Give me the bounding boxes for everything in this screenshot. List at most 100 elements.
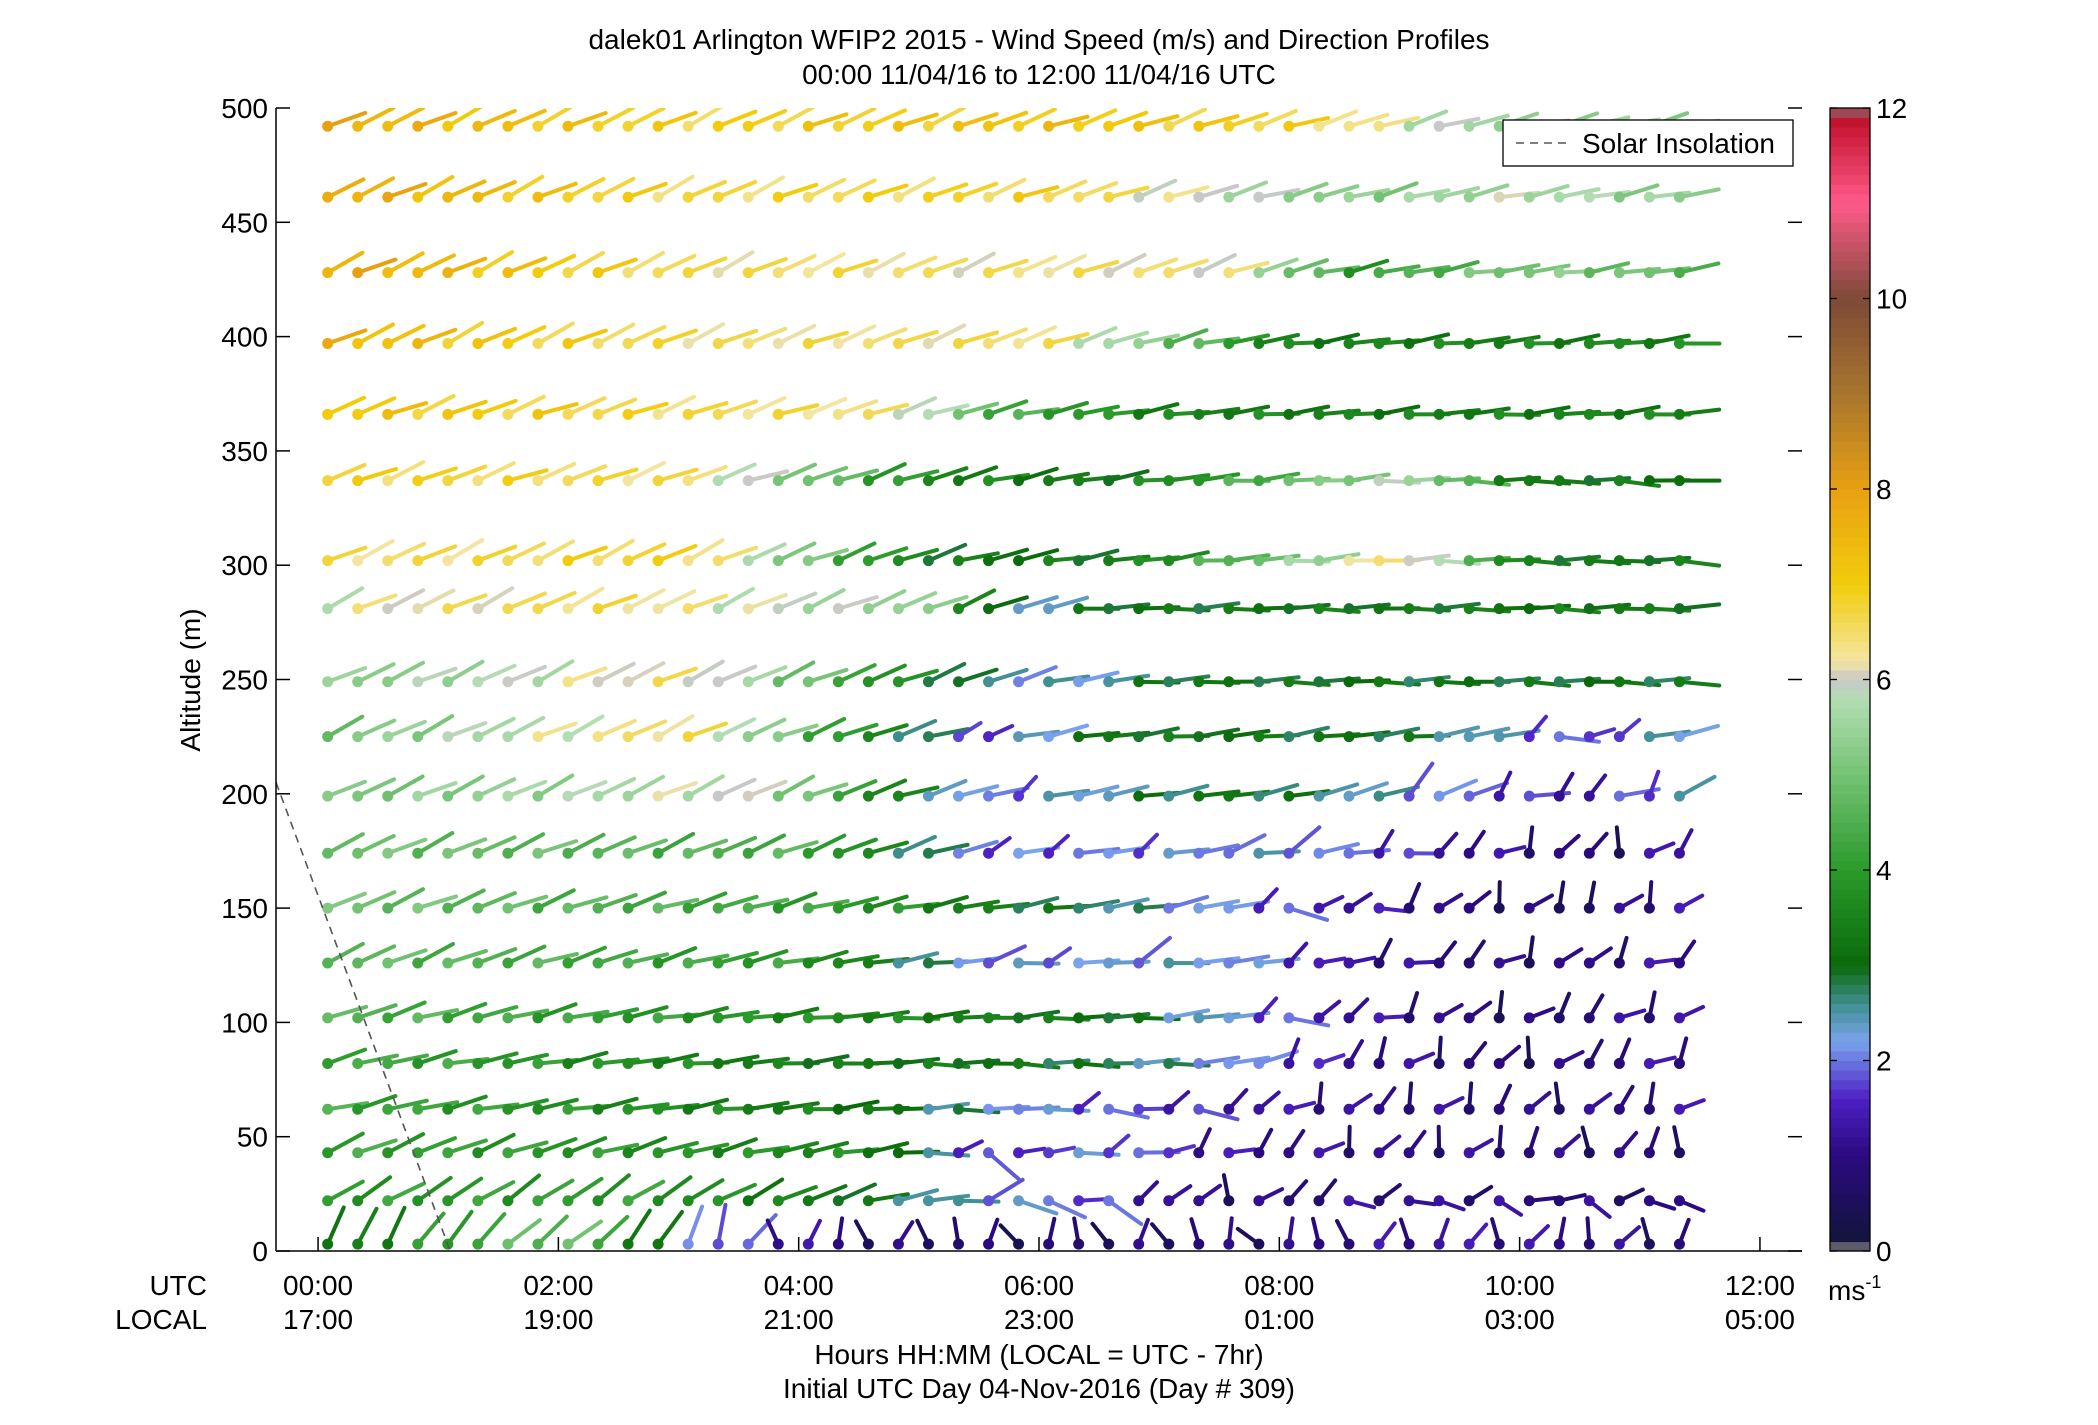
wind-barb-dot	[1013, 1238, 1025, 1250]
wind-barb-shaft	[385, 1098, 429, 1112]
wind-barb-dot	[862, 267, 874, 279]
colorbar-segment	[1830, 841, 1870, 852]
wind-barb-dot	[892, 267, 904, 279]
wind-barb-shaft	[355, 944, 397, 965]
colorbar-segment	[1830, 584, 1870, 595]
wind-barb-dot	[1163, 1058, 1175, 1070]
wind-barb-dot	[652, 1147, 664, 1159]
wind-barb-dot	[1103, 120, 1115, 132]
wind-barb-shaft	[746, 665, 788, 684]
wind-barb-dot	[1223, 676, 1235, 688]
colorbar-segment	[1830, 1241, 1870, 1252]
wind-barb-dot	[1043, 191, 1055, 203]
wind-barb-dot	[1133, 408, 1145, 420]
wind-barb-shaft	[415, 894, 459, 911]
wind-barb-shaft	[836, 595, 879, 611]
wind-barb-shaft	[355, 593, 398, 611]
wind-barb-shaft	[385, 181, 428, 200]
wind-barb-dot	[862, 1195, 874, 1207]
wind-barb-dot	[1463, 731, 1475, 743]
wind-barb-shaft	[866, 663, 907, 684]
wind-barb-shaft	[716, 1137, 758, 1155]
y-tick-label: 450	[221, 207, 268, 238]
wind-barb-dot	[1523, 267, 1535, 279]
wind-barb-shaft	[986, 595, 1029, 611]
wind-barb-dot	[1283, 267, 1295, 279]
wind-barb-dot	[622, 1012, 634, 1024]
wind-barb-dot	[622, 603, 634, 615]
wind-barb-shaft	[836, 1182, 877, 1203]
wind-barb-dot	[1313, 408, 1325, 420]
wind-barb-shaft	[1076, 404, 1120, 417]
wind-barb-dot	[712, 1147, 724, 1159]
wind-barb-shaft	[596, 835, 637, 856]
wind-barb-dot	[922, 957, 934, 969]
wind-barb-dot	[562, 475, 574, 487]
wind-barb-dot	[1283, 790, 1295, 802]
wind-barb-dot	[1253, 790, 1265, 802]
wind-barb-dot	[712, 902, 724, 914]
wind-barb-dot	[742, 1058, 754, 1070]
wind-barb-shaft	[475, 947, 518, 965]
wind-barb-dot	[1583, 1012, 1595, 1024]
wind-barb-shaft	[1076, 259, 1120, 275]
wind-barb-dot	[772, 1058, 784, 1070]
wind-barb-shaft	[926, 542, 968, 563]
wind-barb-shaft	[596, 397, 638, 417]
wind-barb-dot	[502, 902, 514, 914]
wind-barb-shaft	[656, 1052, 700, 1066]
colorbar-segment	[1830, 279, 1870, 290]
wind-barb-dot	[352, 1103, 364, 1115]
wind-barb-dot	[1583, 957, 1595, 969]
wind-barb-shaft	[746, 833, 787, 856]
wind-barb-dot	[922, 1147, 934, 1159]
wind-barb-dot	[1553, 1058, 1565, 1070]
wind-barb-shaft	[776, 182, 819, 200]
wind-barb-dot	[1403, 1103, 1415, 1115]
wind-barb-shaft	[325, 545, 368, 563]
colorbar-segment	[1830, 412, 1870, 423]
wind-barb-dot	[832, 603, 844, 615]
wind-barb-shaft	[505, 1140, 549, 1155]
wind-barb-dot	[412, 603, 424, 615]
wind-barb-dot	[1343, 1012, 1355, 1024]
wind-barb-shaft	[445, 1176, 484, 1203]
wind-barb-dot	[652, 475, 664, 487]
wind-barb-dot	[442, 191, 454, 203]
wind-barb-dot	[1553, 408, 1565, 420]
wind-barb-dot	[352, 408, 364, 420]
wind-barb-shaft	[505, 832, 546, 856]
wind-barb-shaft	[565, 396, 607, 417]
wind-barb-dot	[892, 408, 904, 420]
wind-barb-shaft	[1196, 114, 1240, 129]
wind-barb-dot	[502, 408, 514, 420]
colorbar-segment	[1830, 879, 1870, 890]
wind-barb-shaft	[1316, 109, 1359, 129]
wind-barb-dot	[1013, 408, 1025, 420]
wind-barb-dot	[442, 731, 454, 743]
wind-barb-shaft	[445, 721, 488, 739]
wind-barb-dot	[1103, 1012, 1115, 1024]
wind-barb-dot	[442, 120, 454, 132]
wind-barb-dot	[1373, 957, 1385, 969]
wind-barb-dot	[412, 847, 424, 859]
wind-barb-dot	[892, 120, 904, 132]
wind-barb-shaft	[1286, 404, 1331, 417]
wind-barb-dot	[1253, 1238, 1265, 1250]
wind-barb-shaft	[986, 1177, 1025, 1203]
wind-barb-shaft	[896, 176, 936, 200]
wind-barb-dot	[892, 1058, 904, 1070]
x-tick-label-utc: 00:00	[283, 1270, 353, 1301]
wind-barb-dot	[952, 847, 964, 859]
wind-barb-dot	[382, 408, 394, 420]
wind-barb-dot	[1283, 847, 1295, 859]
wind-barb-dot	[862, 475, 874, 487]
wind-barb-dot	[1013, 1012, 1025, 1024]
wind-barb-dot	[712, 408, 724, 420]
colorbar-unit: ms-1	[1828, 1272, 1881, 1306]
wind-barb-dot	[442, 267, 454, 279]
wind-barb-shaft	[806, 587, 846, 611]
wind-barb-dot	[1283, 408, 1295, 420]
wind-barb-dot	[1163, 731, 1175, 743]
wind-barb-dot	[1493, 1238, 1505, 1250]
